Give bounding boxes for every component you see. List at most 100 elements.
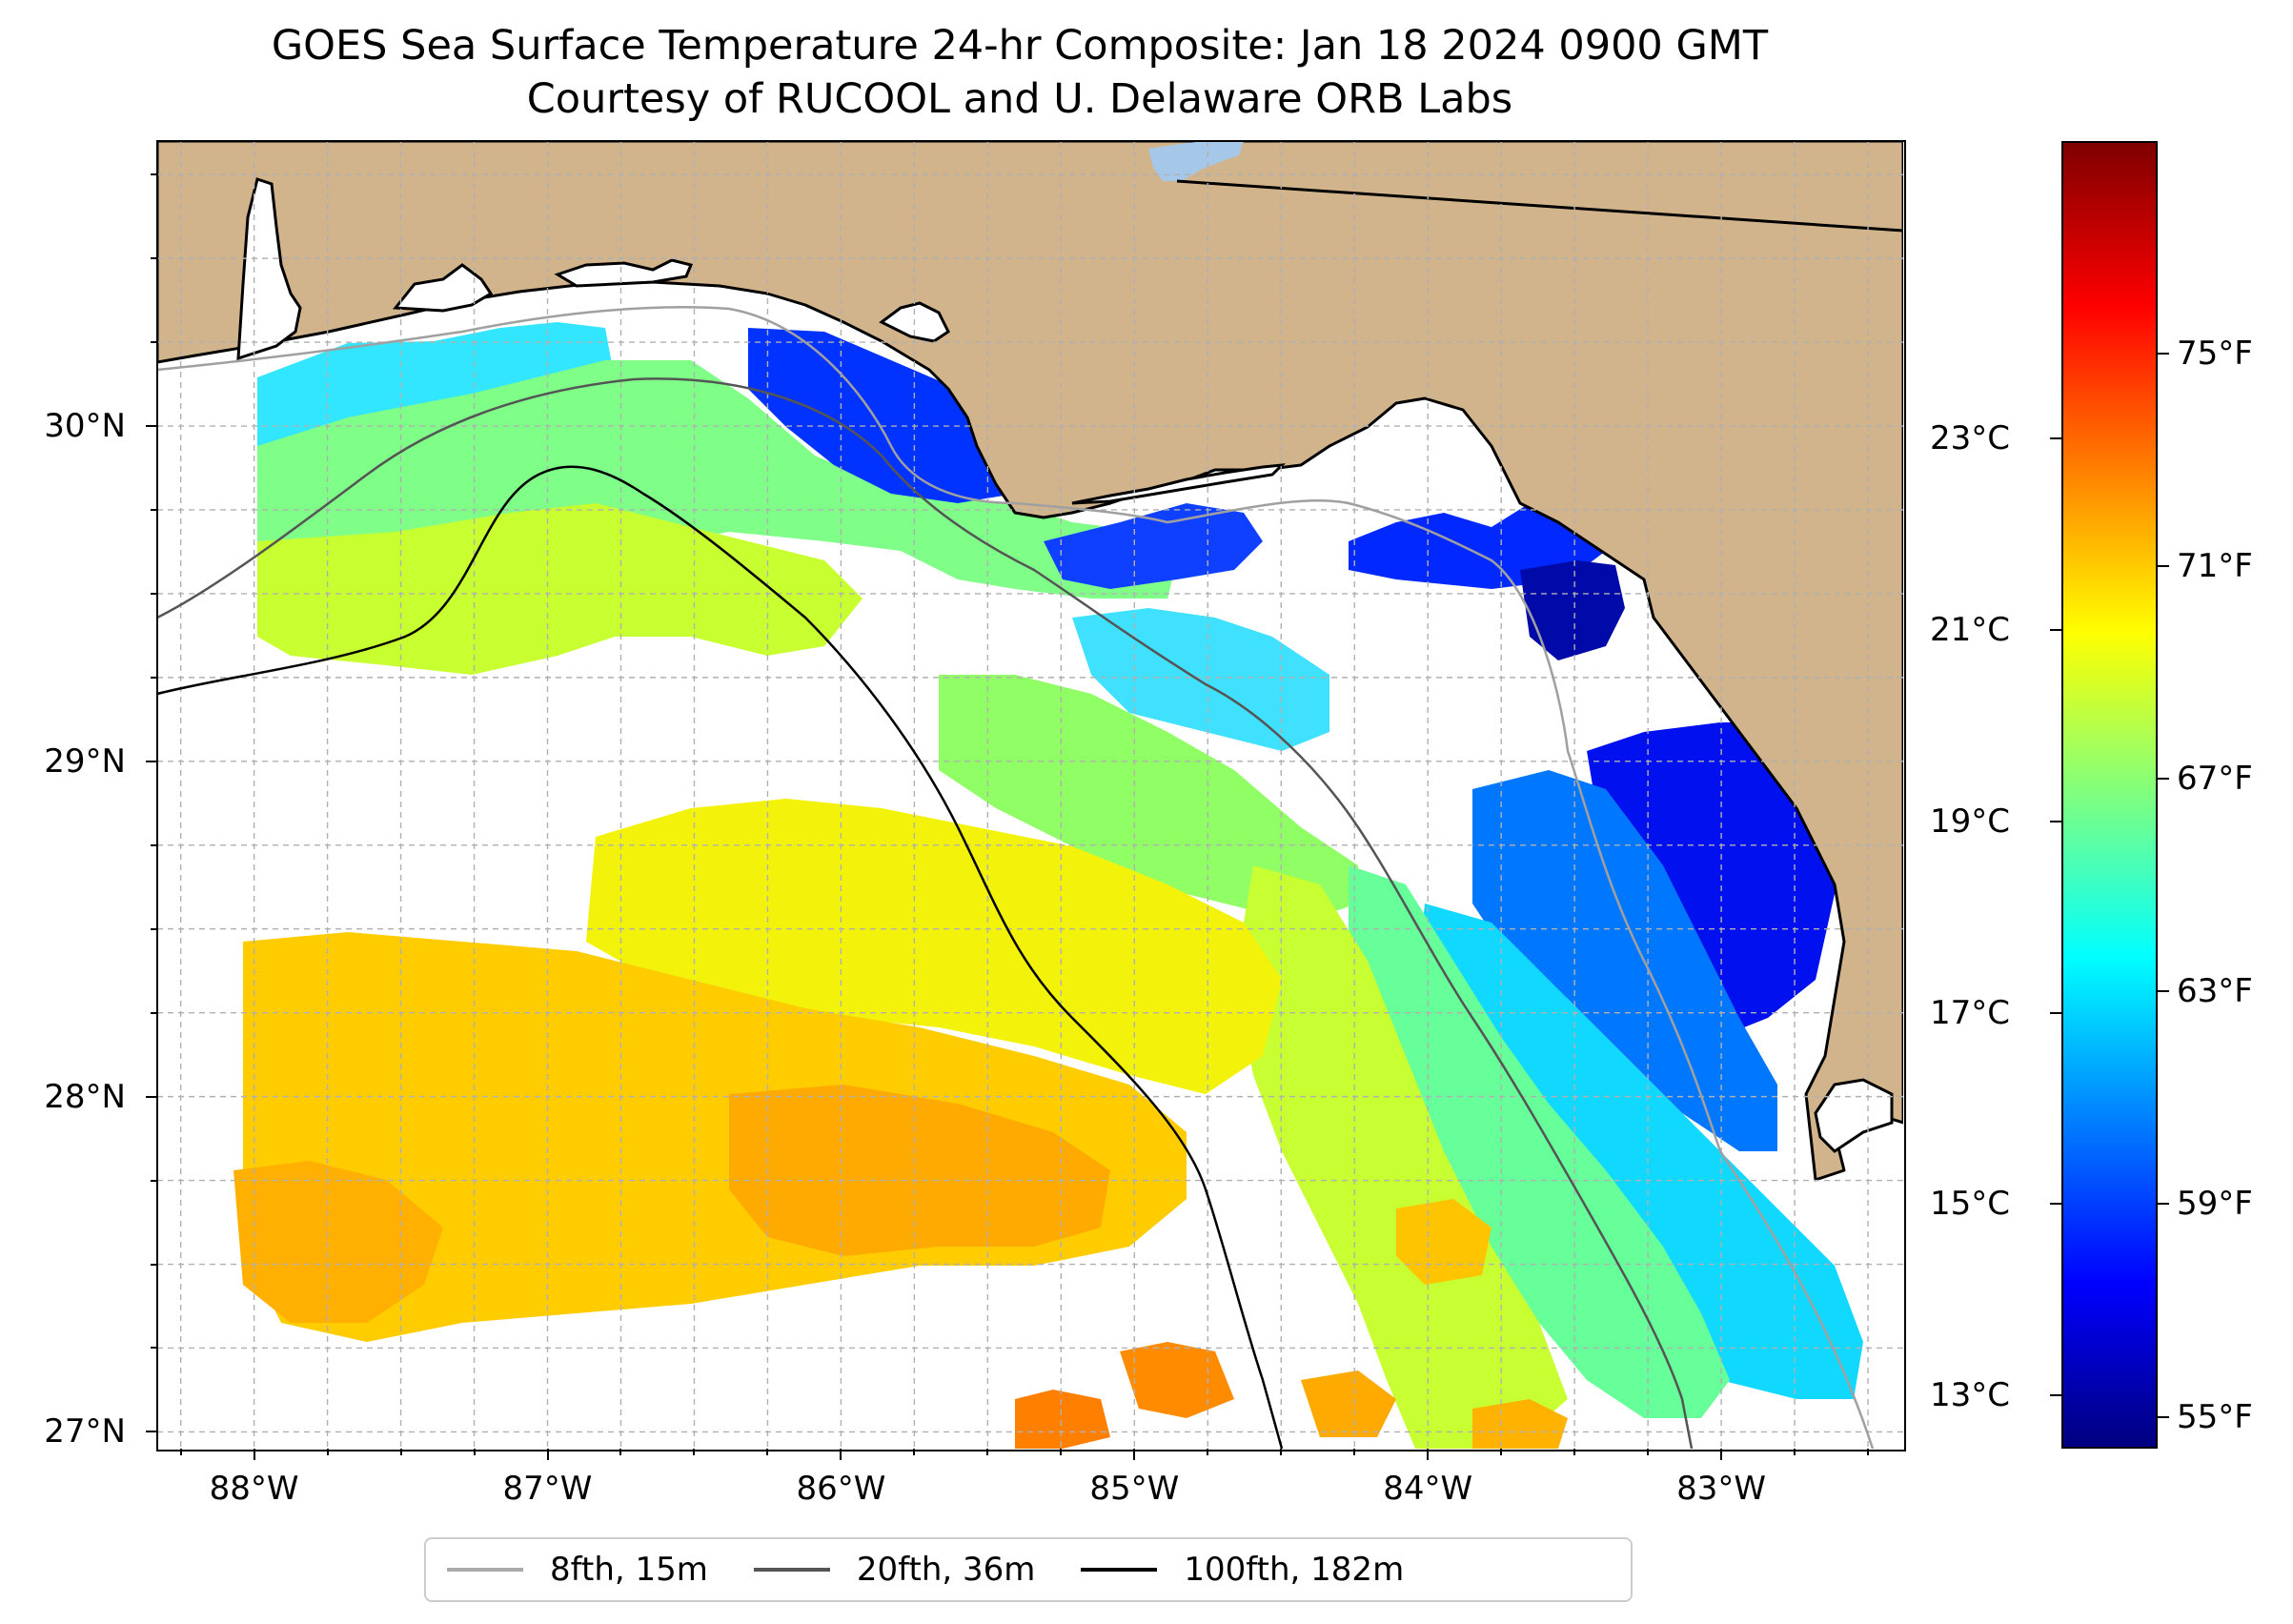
legend-swatch-20fth <box>753 1568 830 1572</box>
longitude-tick-label: 84°W <box>1383 1470 1473 1508</box>
isobath-20fth <box>157 377 1694 1449</box>
land-layer <box>157 141 1903 1182</box>
longitude-minor-tick <box>326 1449 329 1455</box>
colorbar-c-label: 13°C <box>1930 1376 2011 1415</box>
colorbar-f-label: 63°F <box>2177 972 2253 1011</box>
colorbar-c-label: 19°C <box>1930 802 2011 841</box>
latitude-minor-tick <box>151 592 157 595</box>
longitude-minor-tick <box>1427 1449 1430 1455</box>
chart-title: GOES Sea Surface Temperature 24-hr Compo… <box>271 22 1769 70</box>
latitude-minor-tick <box>151 927 157 930</box>
sst-patch-cedar-darkblue <box>1520 560 1625 660</box>
longitude-minor-tick <box>1133 1449 1136 1455</box>
colorbar-f-tick <box>2158 353 2169 355</box>
sst-patch-bigbend-blue <box>748 328 1034 503</box>
longitude-minor-tick <box>1794 1449 1796 1455</box>
latitude-tick-label: 28°N <box>44 1077 126 1116</box>
colorbar-f-tick <box>2158 1203 2169 1206</box>
legend-label-100fth: 100fth, 182m <box>1184 1551 1405 1589</box>
legend-label-20fth: 20fth, 36m <box>856 1551 1036 1589</box>
longitude-minor-tick <box>1720 1449 1723 1455</box>
longitude-minor-tick <box>253 1449 255 1455</box>
colorbar-f-tick <box>2158 778 2169 781</box>
colorbar-c-tick <box>2050 1011 2061 1014</box>
sst-patch-south-3 <box>1301 1370 1396 1437</box>
sst-patch-south-5 <box>1472 1399 1568 1449</box>
colorbar <box>2061 141 2158 1449</box>
longitude-minor-tick <box>546 1449 549 1455</box>
tampa-bay <box>1814 1078 1894 1153</box>
sst-patch-east-cyan <box>1415 903 1863 1399</box>
longitude-minor-tick <box>1060 1449 1063 1455</box>
isobath-100fth <box>157 465 1284 1449</box>
gridlines <box>157 141 1903 1449</box>
legend: 8fth, 15m 20fth, 36m 100fth, 182m <box>424 1537 1633 1602</box>
longitude-minor-tick <box>179 1449 182 1455</box>
longitude-minor-tick <box>840 1449 842 1455</box>
longitude-minor-tick <box>693 1449 696 1455</box>
latitude-minor-tick <box>151 676 157 679</box>
latitude-minor-tick <box>151 508 157 511</box>
sst-patch-south-1 <box>1015 1390 1110 1449</box>
latitude-minor-tick <box>151 425 157 428</box>
sst-patch-southwest-orange <box>233 1161 443 1323</box>
legend-item-100fth: 100fth, 182m <box>1081 1551 1404 1589</box>
colorbar-f-tick <box>2158 990 2169 993</box>
longitude-tick-label: 86°W <box>796 1470 886 1508</box>
colorbar-f-label: 71°F <box>2177 547 2253 586</box>
map-panel <box>157 141 1903 1449</box>
longitude-minor-tick <box>1647 1449 1650 1455</box>
longitude-minor-tick <box>619 1449 622 1455</box>
sst-patch-east-lightblue <box>1472 770 1777 1151</box>
longitude-minor-tick <box>1353 1449 1356 1455</box>
latitude-minor-tick <box>151 341 157 344</box>
pensacola-bay <box>393 263 494 313</box>
colorbar-c-label: 23°C <box>1930 419 2011 458</box>
longitude-minor-tick <box>766 1449 769 1455</box>
legend-swatch-8fth <box>447 1568 523 1572</box>
longitude-tick-label: 83°W <box>1676 1470 1767 1508</box>
lake-seminole <box>1148 141 1244 181</box>
colorbar-c-label: 15°C <box>1930 1185 2011 1224</box>
latitude-minor-tick <box>151 1263 157 1266</box>
longitude-minor-tick <box>1280 1449 1283 1455</box>
sst-patch-center-orange <box>729 1085 1110 1256</box>
sst-patch-east-blue <box>1587 722 1835 1037</box>
longitude-tick-label: 85°W <box>1089 1470 1180 1508</box>
legend-item-8fth: 8fth, 15m <box>447 1551 708 1589</box>
colorbar-f-label: 55°F <box>2177 1397 2253 1436</box>
colorbar-c-tick <box>2050 820 2061 822</box>
latitude-minor-tick <box>151 257 157 260</box>
latitude-minor-tick <box>151 1095 157 1098</box>
longitude-minor-tick <box>986 1449 989 1455</box>
longitude-tick-label: 88°W <box>209 1470 299 1508</box>
colorbar-c-tick <box>2050 1394 2061 1397</box>
longitude-minor-tick <box>399 1449 402 1455</box>
sst-patch-appalachicola-blue <box>1044 503 1263 589</box>
longitude-minor-tick <box>1867 1449 1870 1455</box>
colorbar-f-label: 59°F <box>2177 1185 2253 1224</box>
choctawhatchee-bay <box>554 258 694 288</box>
colorbar-c-tick <box>2050 1203 2061 1206</box>
map-canvas <box>157 141 1903 1449</box>
colorbar-f-label: 67°F <box>2177 760 2253 799</box>
sst-patch-north-yellowgreen <box>257 503 862 675</box>
legend-item-20fth: 20fth, 36m <box>753 1551 1036 1589</box>
legend-label-8fth: 8fth, 15m <box>550 1551 708 1589</box>
legend-swatch-100fth <box>1081 1568 1158 1572</box>
latitude-minor-tick <box>151 843 157 846</box>
longitude-minor-tick <box>913 1449 916 1455</box>
longitude-minor-tick <box>1500 1449 1503 1455</box>
isobath-8fth <box>157 306 1875 1449</box>
latitude-minor-tick <box>151 760 157 762</box>
longitude-minor-tick <box>473 1449 476 1455</box>
state-boundary <box>1176 179 1903 233</box>
sst-patch-center-yellow <box>586 799 1282 1094</box>
latitude-tick-label: 27°N <box>44 1412 126 1451</box>
latitude-minor-tick <box>151 1431 157 1433</box>
sst-patch-mid-cyan <box>1072 608 1329 751</box>
colorbar-c-label: 17°C <box>1930 993 2011 1032</box>
colorbar-f-tick <box>2158 1415 2169 1418</box>
sst-patch-south-2 <box>1120 1342 1234 1418</box>
